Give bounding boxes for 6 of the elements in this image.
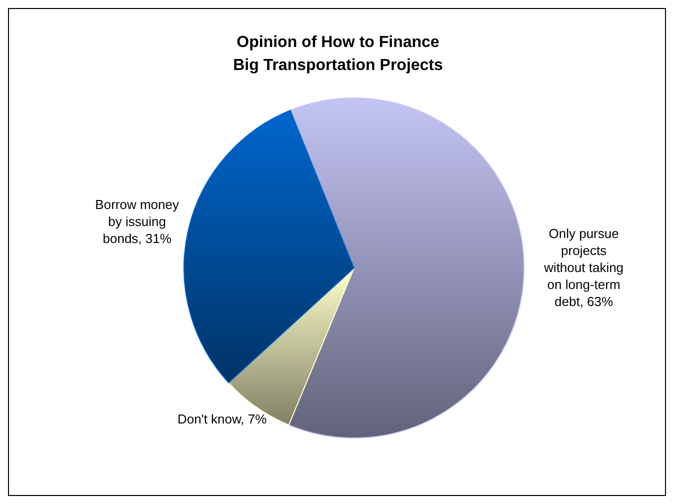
slice-label: Only pursue projects without taking on long-term debt, 63%	[543, 226, 624, 310]
slice-label: Don't know, 7%	[177, 412, 268, 428]
slice-label: Borrow money by issuing bonds, 31%	[95, 198, 180, 247]
chart-title: Opinion of How to Finance Big Transportation Projects	[232, 33, 444, 76]
pie-slice	[184, 110, 354, 384]
pie-slice	[288, 98, 524, 438]
